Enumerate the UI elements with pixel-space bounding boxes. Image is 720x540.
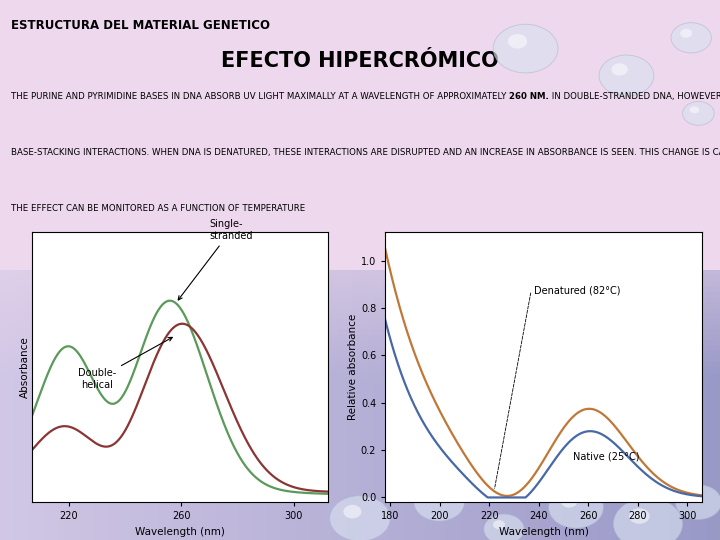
Text: BASE-STACKING INTERACTIONS. WHEN DNA IS DENATURED, THESE INTERACTIONS ARE DISRUP: BASE-STACKING INTERACTIONS. WHEN DNA IS …	[11, 148, 720, 157]
X-axis label: Wavelength (nm): Wavelength (nm)	[135, 527, 225, 537]
Text: THE PURINE AND PYRIMIDINE BASES IN DNA ABSORB UV LIGHT MAXIMALLY AT A WAVELENGTH: THE PURINE AND PYRIMIDINE BASES IN DNA A…	[11, 92, 509, 101]
Text: IN DOUBLE-STRANDED DNA, HOWEVER, THE ABSORPTION IS DECREASED DUE TO: IN DOUBLE-STRANDED DNA, HOWEVER, THE ABS…	[549, 92, 720, 101]
Text: Native (25°C): Native (25°C)	[573, 451, 640, 461]
Text: THE EFFECT CAN BE MONITORED AS A FUNCTION OF TEMPERATURE: THE EFFECT CAN BE MONITORED AS A FUNCTIO…	[11, 204, 305, 213]
Text: Single-
stranded: Single- stranded	[179, 219, 253, 300]
Y-axis label: Relative absorbance: Relative absorbance	[348, 314, 358, 420]
Text: Denatured (82°C): Denatured (82°C)	[534, 285, 620, 295]
Text: 260 NM.: 260 NM.	[509, 92, 549, 101]
X-axis label: Wavelength (nm): Wavelength (nm)	[499, 527, 588, 537]
Text: ESTRUCTURA DEL MATERIAL GENETICO: ESTRUCTURA DEL MATERIAL GENETICO	[11, 19, 270, 32]
Y-axis label: Absorbance: Absorbance	[19, 336, 30, 398]
Text: EFECTO HIPERCRÓMICO: EFECTO HIPERCRÓMICO	[221, 51, 499, 71]
Text: Double-
helical: Double- helical	[78, 338, 172, 390]
